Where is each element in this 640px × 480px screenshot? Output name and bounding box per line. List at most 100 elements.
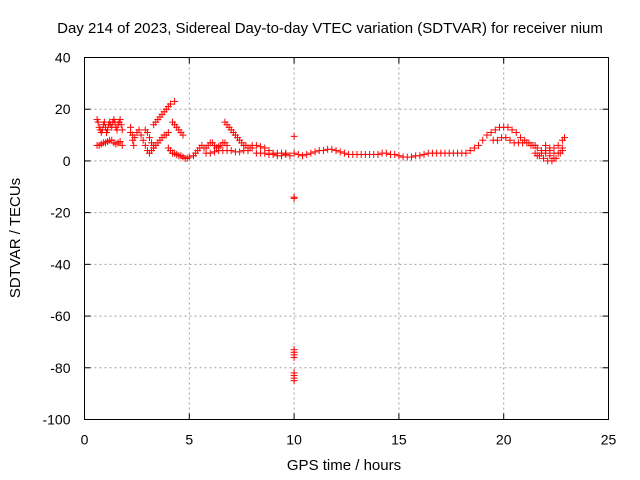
x-tick-label: 15 xyxy=(391,432,407,448)
data-points xyxy=(93,97,568,385)
data-point xyxy=(506,136,514,144)
data-point xyxy=(171,97,179,105)
data-point xyxy=(554,149,562,157)
data-point xyxy=(382,149,390,157)
data-point xyxy=(374,150,382,158)
data-point xyxy=(294,150,302,158)
data-point xyxy=(141,141,149,149)
y-tick-label: 40 xyxy=(55,50,71,66)
data-point xyxy=(166,100,174,108)
data-point xyxy=(143,128,151,136)
data-point xyxy=(395,152,403,160)
y-tick-label: -60 xyxy=(50,308,70,324)
data-point xyxy=(533,152,541,160)
data-point xyxy=(118,141,126,149)
data-point xyxy=(257,143,265,151)
data-point xyxy=(116,138,124,146)
data-point xyxy=(512,128,520,136)
data-point xyxy=(523,139,531,147)
data-point xyxy=(548,157,556,165)
data-point xyxy=(116,116,124,124)
data-point xyxy=(470,144,478,152)
data-point xyxy=(307,149,315,157)
data-point xyxy=(502,134,510,142)
data-point xyxy=(391,150,399,158)
data-point xyxy=(516,134,524,142)
y-tick-label: 0 xyxy=(63,153,71,169)
data-point xyxy=(552,154,560,162)
data-point xyxy=(298,152,306,160)
data-point xyxy=(290,149,298,157)
data-point xyxy=(164,128,172,136)
data-point xyxy=(483,131,491,139)
data-point xyxy=(104,126,112,134)
grid-lines xyxy=(84,57,609,420)
data-point xyxy=(286,152,294,160)
x-tick-label: 5 xyxy=(185,432,193,448)
data-point xyxy=(145,134,153,142)
data-point xyxy=(236,148,244,156)
data-point xyxy=(479,136,487,144)
data-point xyxy=(407,153,415,161)
data-point xyxy=(179,131,187,139)
data-point xyxy=(290,194,298,202)
data-point xyxy=(130,141,138,149)
data-point xyxy=(290,353,298,361)
data-point xyxy=(131,134,139,142)
data-point xyxy=(290,377,298,385)
data-point xyxy=(491,126,499,134)
data-point xyxy=(493,136,501,144)
x-tick-label: 25 xyxy=(601,432,617,448)
data-point xyxy=(94,118,102,126)
data-point xyxy=(150,141,158,149)
y-tick-label: 20 xyxy=(55,101,71,117)
data-point xyxy=(117,121,125,129)
data-point xyxy=(303,150,311,158)
y-tick-label: -100 xyxy=(42,412,70,428)
data-point xyxy=(466,147,474,155)
y-tick-label: -20 xyxy=(50,205,70,221)
data-point xyxy=(560,134,568,142)
data-point xyxy=(332,147,340,155)
data-point xyxy=(269,150,277,158)
y-tick-label: -40 xyxy=(50,256,70,272)
data-point xyxy=(336,148,344,156)
x-tick-label: 20 xyxy=(496,432,512,448)
data-point xyxy=(210,148,218,156)
data-point xyxy=(420,150,428,158)
chart-title: Day 214 of 2023, Sidereal Day-to-day VTE… xyxy=(57,20,603,37)
data-point xyxy=(118,126,126,134)
data-point xyxy=(508,126,516,134)
data-point xyxy=(282,149,290,157)
data-point xyxy=(328,145,336,153)
data-point xyxy=(487,128,495,136)
data-point xyxy=(135,126,143,134)
x-axis-label: GPS time / hours xyxy=(287,457,401,474)
data-point xyxy=(340,149,348,157)
x-tick-label: 0 xyxy=(81,432,89,448)
data-point xyxy=(540,154,548,162)
data-point xyxy=(139,136,147,144)
data-point xyxy=(462,149,470,157)
data-point xyxy=(554,141,562,149)
data-point xyxy=(261,149,269,157)
y-tick-label: -80 xyxy=(50,360,70,376)
data-point xyxy=(558,144,566,152)
data-point xyxy=(137,131,145,139)
data-point xyxy=(546,147,554,155)
data-point xyxy=(290,132,298,140)
data-point xyxy=(311,148,319,156)
data-point xyxy=(319,147,327,155)
data-point xyxy=(185,153,193,161)
data-point xyxy=(475,141,483,149)
y-axis-label: SDTVAR / TECUs xyxy=(7,178,24,298)
axis-ticks: 40 20 0 -20 -40 -60 -80 -100 0 5 10 15 20 25 xyxy=(42,50,616,448)
data-point xyxy=(531,141,539,149)
x-tick-label: 10 xyxy=(286,432,302,448)
data-point xyxy=(206,149,214,157)
data-point xyxy=(537,149,545,157)
plot-frame xyxy=(84,57,609,420)
data-point xyxy=(504,123,512,131)
data-point xyxy=(252,141,260,149)
